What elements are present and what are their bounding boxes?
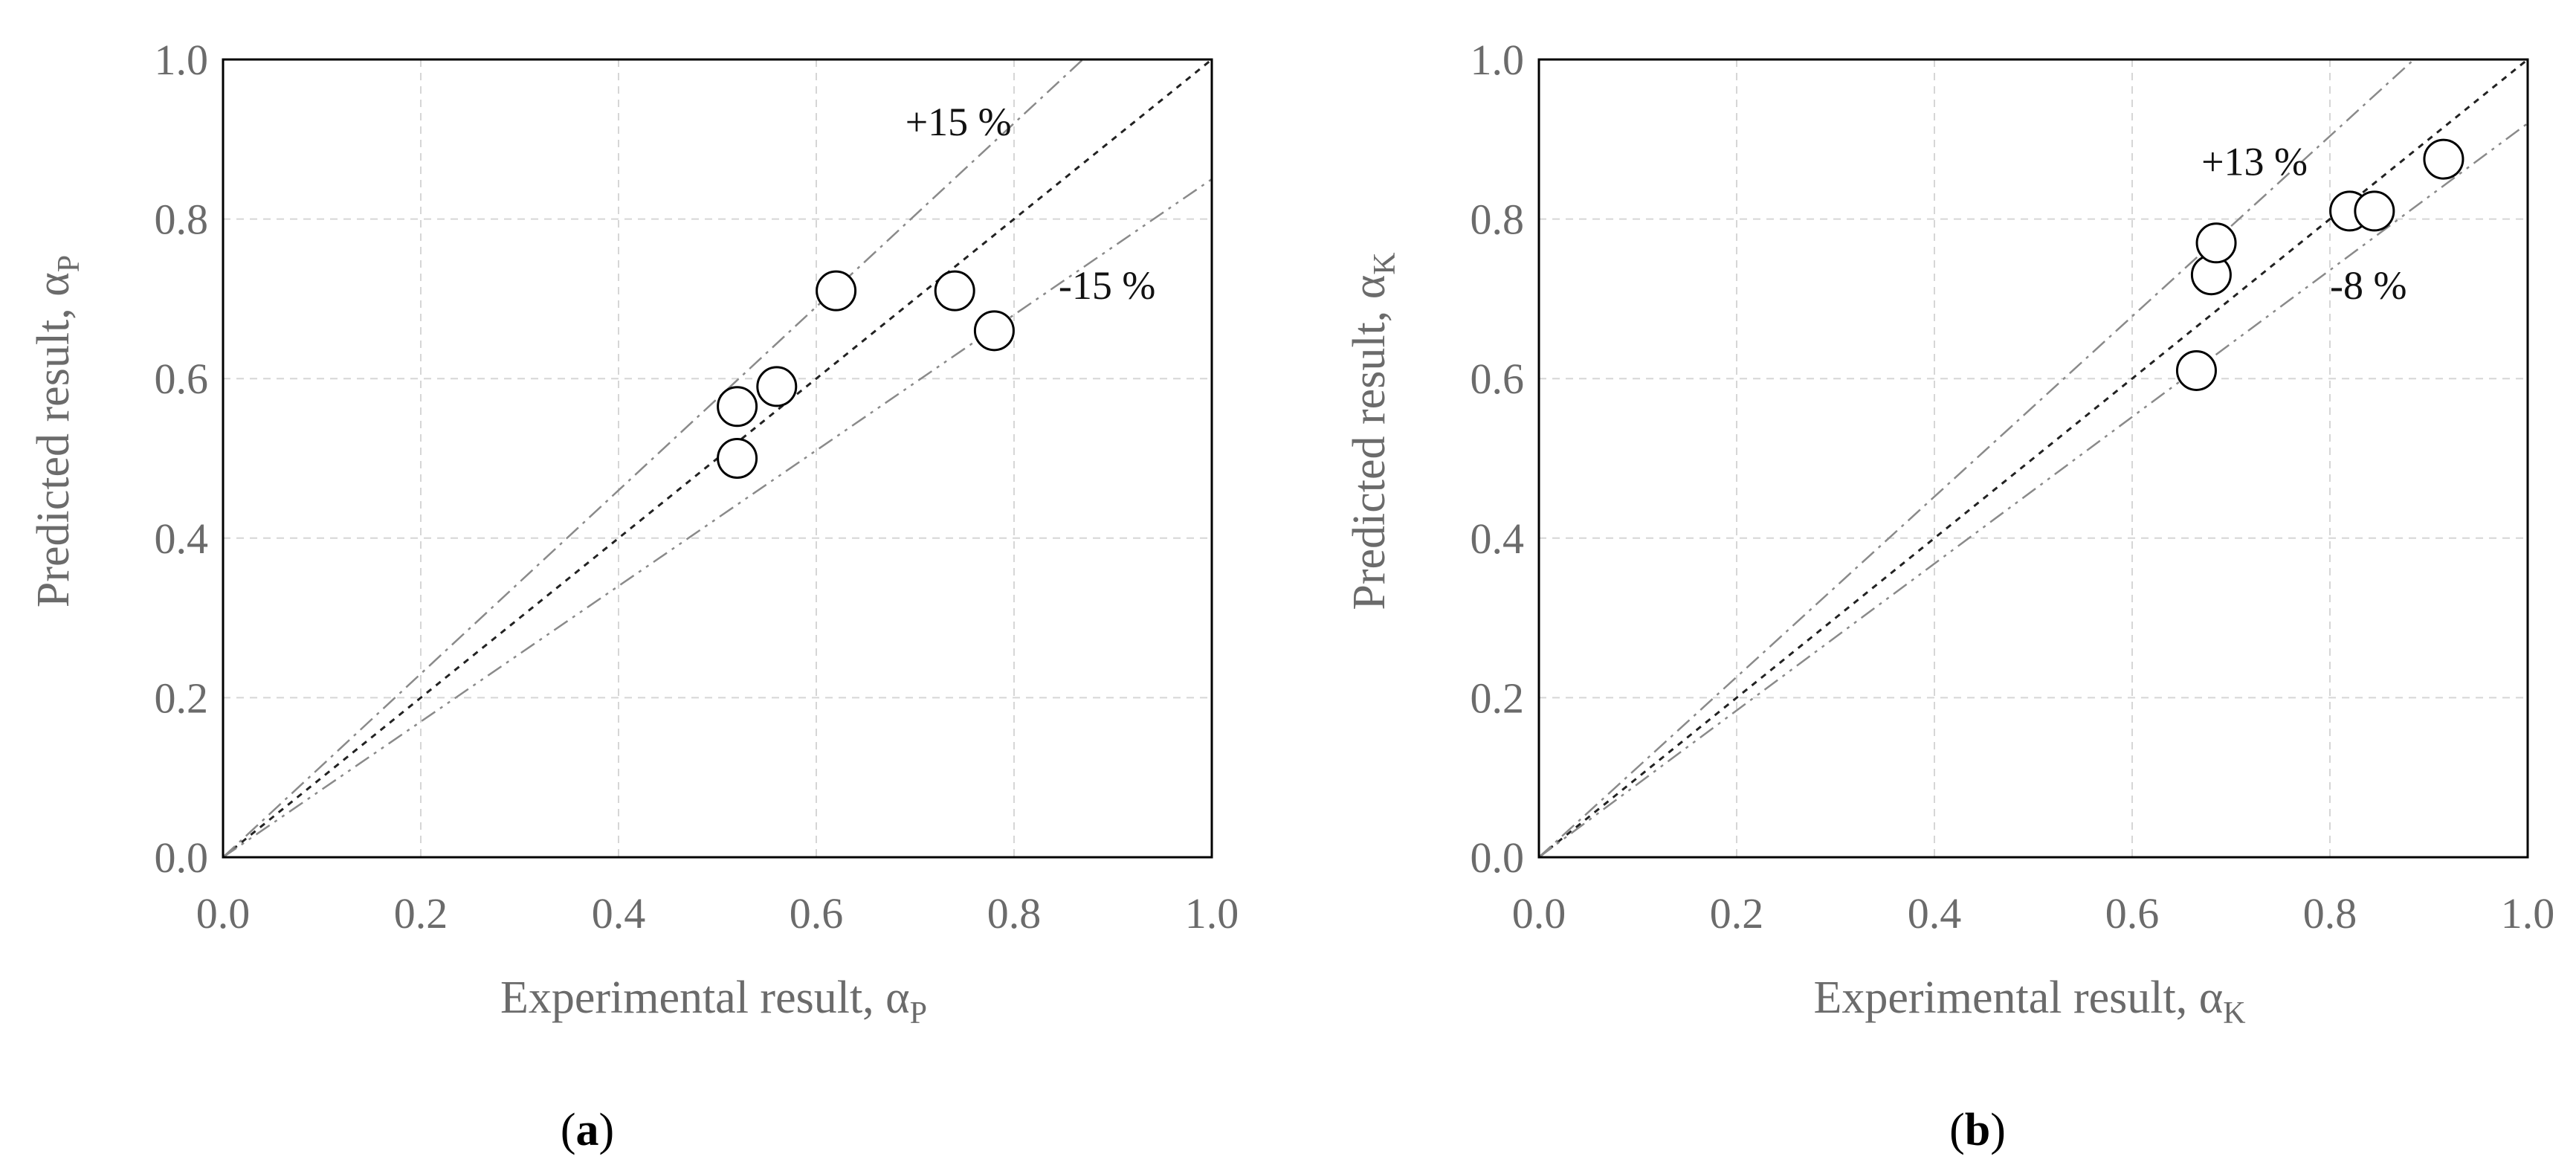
y-tick-label: 1.0: [1471, 36, 1525, 84]
identity-line: [1538, 58, 2528, 859]
data-points: [717, 270, 1015, 479]
data-point: [2423, 138, 2464, 180]
chart-panel-b: 0.0 0.2 0.4 0.6 0.8 1.0 0.0 0.2 0.4 0.6 0.8 1.0 +1…: [1344, 36, 2554, 1155]
data-point: [973, 310, 1015, 352]
x-tick-labels: 0.0 0.2 0.4 0.6 0.8 1.0: [196, 889, 1239, 938]
upper-bound-label: +13 %: [2201, 140, 2308, 184]
y-axis-title: Predicted result, αP: [28, 255, 86, 607]
data-point: [2195, 222, 2237, 264]
upper-bound-line: [222, 59, 1084, 858]
panel-label-a: (a): [561, 1105, 614, 1155]
x-tick-label: 0.2: [1710, 889, 1764, 938]
chart-panel-a: 0.0 0.2 0.4 0.6 0.8 1.0 0.0 0.2 0.4 0.6 0.8 1.0 +1…: [28, 36, 1239, 1155]
x-tick-label: 0.0: [1512, 889, 1566, 938]
y-tick-label: 0.2: [1471, 674, 1525, 722]
x-tick-label: 0.6: [2105, 889, 2160, 938]
x-tick-label: 1.0: [1185, 889, 1239, 938]
data-point: [717, 386, 758, 428]
x-axis-title: Experimental result, αP: [500, 972, 927, 1030]
y-tick-label: 0.6: [1471, 355, 1525, 403]
y-tick-label: 0.8: [155, 196, 209, 244]
lower-bound-label: -8 %: [2330, 263, 2406, 308]
band-labels: +13 % -8 %: [2201, 140, 2406, 308]
data-point: [816, 270, 857, 312]
data-point: [2175, 349, 2217, 391]
x-axis-title-subscript: K: [2223, 996, 2245, 1030]
upper-bound-line: [1538, 59, 2415, 858]
data-point: [934, 270, 975, 312]
reference-lines: [1538, 58, 2528, 859]
grid-lines: [1539, 59, 2528, 857]
y-tick-label: 1.0: [155, 36, 209, 84]
y-tick-labels: 0.0 0.2 0.4 0.6 0.8 1.0: [1471, 36, 1525, 882]
x-tick-label: 0.4: [1908, 889, 1962, 938]
y-tick-label: 0.4: [1471, 514, 1525, 563]
x-tick-labels: 0.0 0.2 0.4 0.6 0.8 1.0: [1512, 889, 2555, 938]
band-labels: +15 % -15 %: [906, 100, 1156, 308]
x-tick-label: 0.0: [196, 889, 251, 938]
panel-label-b: (b): [1949, 1105, 2006, 1155]
y-tick-label: 0.0: [155, 833, 209, 882]
lower-bound-label: -15 %: [1059, 263, 1155, 308]
upper-bound-label: +15 %: [906, 100, 1012, 144]
y-tick-label: 0.2: [155, 674, 209, 722]
plot-frame: [1537, 58, 2529, 859]
x-tick-label: 0.2: [394, 889, 448, 938]
x-axis-title: Experimental result, αK: [1813, 972, 2245, 1030]
data-point: [2354, 190, 2395, 232]
plot-frame: [222, 58, 1213, 859]
x-tick-label: 0.8: [2303, 889, 2357, 938]
y-tick-label: 0.6: [155, 355, 209, 403]
y-axis-title-subscript: P: [52, 255, 86, 272]
data-point: [756, 366, 798, 407]
x-tick-label: 0.4: [592, 889, 646, 938]
x-tick-label: 0.8: [987, 889, 1042, 938]
data-points: [2175, 138, 2464, 391]
x-tick-label: 0.6: [790, 889, 844, 938]
data-point: [717, 438, 758, 479]
y-axis-title: Predicted result, αK: [1344, 252, 1402, 610]
grid-lines: [223, 59, 1212, 857]
y-tick-label: 0.8: [1471, 196, 1525, 244]
x-tick-label: 1.0: [2501, 889, 2555, 938]
lower-bound-line: [1538, 122, 2528, 859]
y-axis-title-subscript: K: [1368, 252, 1402, 274]
y-tick-labels: 0.0 0.2 0.4 0.6 0.8 1.0: [155, 36, 209, 882]
y-tick-label: 0.0: [1471, 833, 1525, 882]
y-tick-label: 0.4: [155, 514, 209, 563]
x-axis-title-subscript: P: [910, 996, 927, 1030]
